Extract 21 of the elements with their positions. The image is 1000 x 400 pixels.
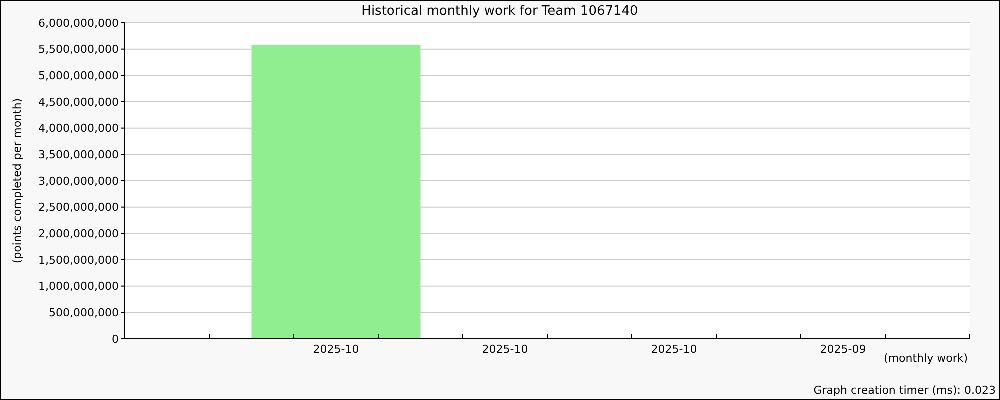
y-axis-title: (points completed per month) <box>11 98 24 264</box>
y-tick-label: 6,000,000,000 <box>38 16 119 30</box>
text: Graph creation timer (ms): 0.023 <box>814 384 996 397</box>
y-tick-label: 3,000,000,000 <box>38 174 119 188</box>
x-tick-label: 2025-10 <box>482 343 528 356</box>
x-axis-title: (monthly work) <box>884 352 968 365</box>
y-tick-label: 4,000,000,000 <box>38 122 119 136</box>
y-tick-label: 1,500,000,000 <box>38 254 119 267</box>
y-tick-label: 3,500,000,000 <box>38 148 119 162</box>
y-tick-label: 5,000,000,000 <box>38 70 119 83</box>
x-tick-label: 2025-10 <box>651 343 698 356</box>
y-tick-label: 2,500,000,000 <box>38 201 119 214</box>
y-tick-label: 4,500,000,000 <box>38 96 119 109</box>
y-tick-label: 0 <box>112 332 119 346</box>
y-tick-label: 2,000,000,000 <box>38 228 119 241</box>
y-tick-label: 500,000,000 <box>49 306 119 320</box>
y-tick-label: 5,500,000,000 <box>38 43 119 56</box>
y-tick-label: 1,000,000,000 <box>38 280 119 294</box>
x-tick-label: 2025-10 <box>313 343 360 356</box>
x-tick-label: 2025-09 <box>820 343 866 356</box>
chart-title: Historical monthly work for Team 1067140 <box>362 4 638 19</box>
